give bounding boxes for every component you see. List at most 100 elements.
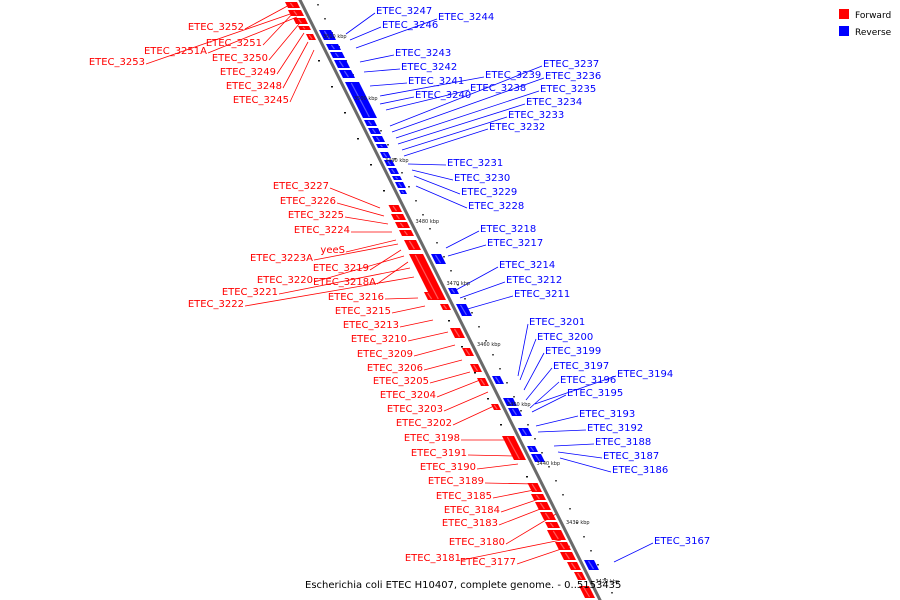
label-leader-line (429, 371, 471, 384)
gene-highlight (443, 304, 448, 310)
spacer-dot (317, 4, 319, 6)
spacer-dot (331, 86, 333, 88)
gene-label: ETEC_3220 (257, 275, 313, 286)
forward-gene (470, 364, 482, 372)
gene-label: ETEC_3184 (444, 505, 500, 516)
label-leader-line (262, 9, 297, 46)
spacer-dot (555, 480, 557, 482)
gene-highlight (391, 168, 396, 174)
spacer-dot (461, 346, 463, 348)
spacer-dot (527, 424, 529, 426)
label-leader-line (436, 379, 481, 398)
label-leader-line (463, 295, 514, 311)
label-leader-line (289, 49, 315, 103)
gene-highlight (308, 34, 313, 40)
gene-label: ETEC_3195 (567, 388, 623, 399)
label-leader-line (363, 68, 401, 73)
forward-gene (409, 254, 446, 300)
gene-highlight (522, 428, 527, 436)
scale-tick-label: 3460 kbp (477, 342, 501, 348)
reverse-gene (392, 176, 402, 180)
gene-highlight (535, 454, 540, 462)
forward-gene (288, 10, 304, 16)
spacer-dot (408, 186, 410, 188)
gene-highlight (395, 214, 400, 220)
gene-highlight (506, 436, 520, 460)
scale-tick-label: 3420 kbp (596, 579, 620, 585)
gene-highlight (453, 328, 461, 338)
label-leader-line (523, 352, 545, 391)
gene-label: ETEC_3244 (438, 12, 494, 23)
spacer-dot (394, 158, 396, 160)
spacer-dot (387, 144, 389, 146)
gene-label: ETEC_3237 (543, 59, 599, 70)
gene-label: ETEC_3218 (480, 224, 536, 235)
gene-label: ETEC_3222 (188, 299, 244, 310)
label-leader-line (385, 89, 470, 111)
gene-label: ETEC_3241 (408, 76, 464, 87)
label-leader-line (379, 76, 485, 97)
reverse-gene (527, 446, 538, 452)
spacer-dot (380, 130, 382, 132)
gene-label: ETEC_3251A (144, 46, 207, 57)
spacer-dot (534, 438, 536, 440)
label-leader-line (329, 187, 381, 209)
gene-label: ETEC_3185 (436, 491, 492, 502)
gene-highlight (539, 502, 545, 510)
spacer-dot (562, 494, 564, 496)
spacer-dot (500, 424, 502, 426)
gene-highlight (571, 562, 576, 570)
gene-highlight (559, 542, 565, 550)
label-leader-line (403, 128, 489, 157)
spacer-dot (520, 410, 522, 412)
gene-label: ETEC_3233 (508, 110, 564, 121)
label-leader-line (391, 305, 426, 314)
gene-highlight (451, 288, 456, 294)
reverse-gene (492, 376, 504, 384)
reverse-gene (531, 454, 545, 462)
reverse-gene (431, 254, 446, 264)
gene-label: ETEC_3228 (468, 201, 524, 212)
spacer-dot (569, 508, 571, 510)
gene-label: ETEC_3242 (401, 62, 457, 73)
spacer-dot (471, 312, 473, 314)
label-leader-line (145, 11, 297, 65)
gene-label: ETEC_3214 (499, 260, 555, 271)
scale-tick-label: 3450 kbp (507, 402, 531, 408)
spacer-dot (448, 320, 450, 322)
gene-highlight (343, 70, 349, 78)
gene-label: ETEC_3204 (380, 390, 436, 401)
gene-highlight (544, 512, 550, 520)
label-leader-line (355, 18, 438, 49)
gene-label: ETEC_3239 (485, 70, 541, 81)
gene-label: ETEC_3250 (212, 53, 268, 64)
spacer-dot (499, 368, 501, 370)
gene-label: ETEC_3189 (428, 476, 484, 487)
forward-gene (404, 240, 421, 250)
gene-highlight (587, 560, 595, 570)
spacer-dot (324, 18, 326, 20)
gene-blocks (285, 2, 599, 598)
gene-highlight (512, 408, 517, 416)
gene-label: ETEC_3190 (420, 462, 476, 473)
gene-label: ETEC_3221 (222, 287, 278, 298)
gene-label: ETEC_3209 (357, 349, 413, 360)
gene-highlight (395, 176, 399, 180)
gene-label: ETEC_3236 (545, 71, 601, 82)
label-leader-line (278, 267, 411, 295)
gene-highlight (380, 144, 383, 148)
label-leader-line (557, 451, 603, 459)
reverse-gene (339, 70, 355, 78)
label-leader-line (282, 41, 309, 89)
gene-label: ETEC_3193 (579, 409, 635, 420)
forward-gene (555, 542, 571, 550)
gene-highlight (480, 378, 486, 386)
label-leader-line (244, 276, 415, 307)
forward-gene (391, 214, 406, 220)
label-leader-line (384, 297, 419, 300)
scale-tick-label: 3480 kbp (416, 219, 440, 225)
forward-gene (424, 292, 436, 300)
spacer-dot (436, 242, 438, 244)
legend-reverse-swatch (839, 26, 849, 36)
gene-label: ETEC_3200 (537, 332, 593, 343)
